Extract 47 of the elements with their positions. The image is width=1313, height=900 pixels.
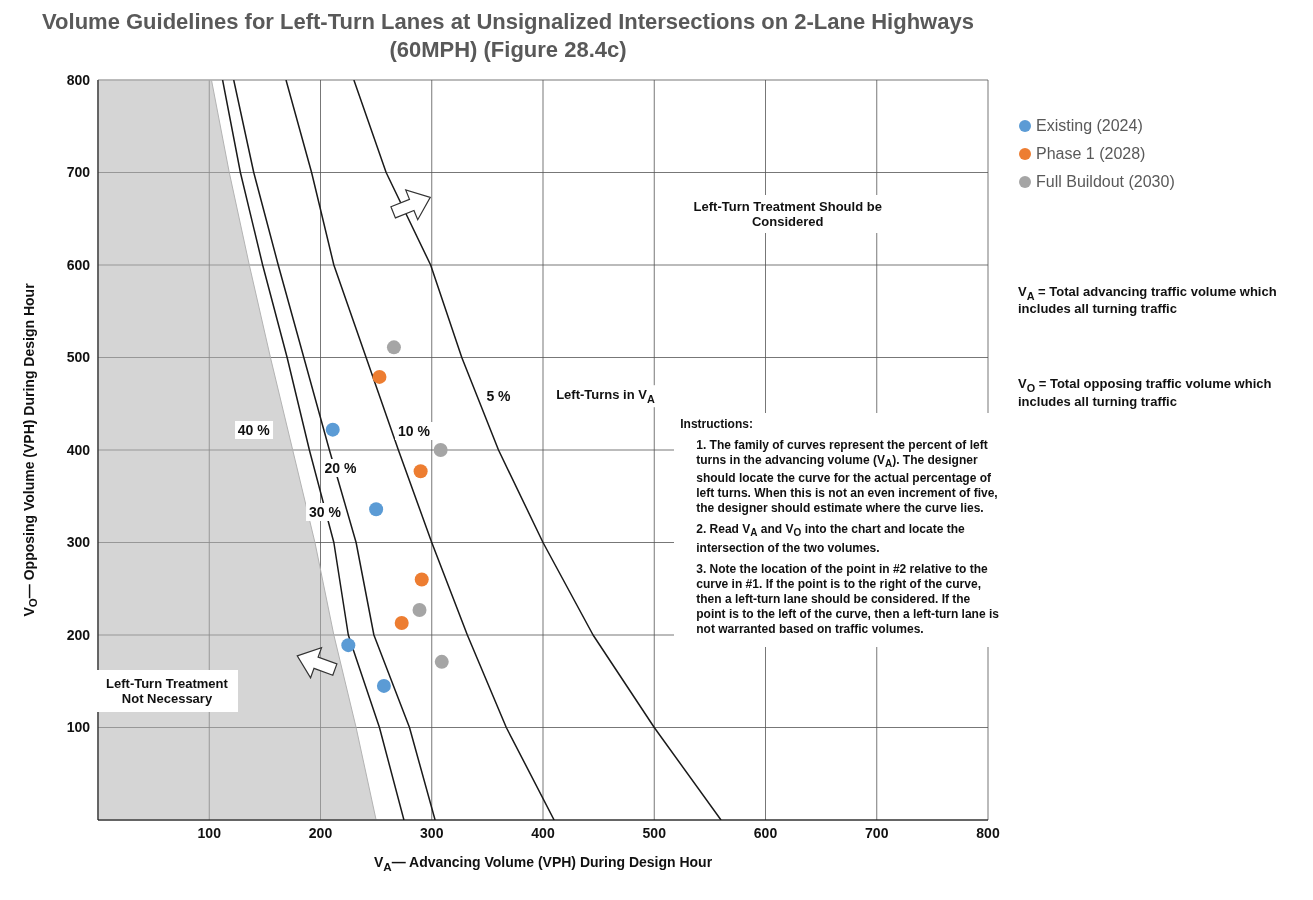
annotation: Instructions: (680, 417, 754, 432)
point (433, 443, 448, 457)
point (341, 638, 356, 653)
x-tick-label: 200 (308, 824, 333, 841)
annotation: Left-Turns in V$_{A}$ (554, 385, 657, 408)
y-tick-label: 700 (66, 164, 91, 181)
annotation: 2. Read V$_{A}$ and V$_{O}$ into the chart and locate the intersection of the two volumes. (696, 522, 966, 556)
legend-label: Phase 1 (2028) (1036, 145, 1146, 163)
point (376, 678, 391, 693)
text: V$_{A}$ = Total advancing traffic volume which includes all turning traffic (1018, 283, 1278, 317)
x-tick-label: 800 (976, 824, 1000, 841)
point (434, 654, 449, 669)
annotation: 5 % (483, 387, 514, 406)
y-tick-label: 800 (66, 71, 91, 88)
annotation: 3. Note the location of the point in #2 relative to the curve in #1. If the point is to the right of the curve, then a left-turn lane should be considered. If the point is to the left of the curve, then a left-turn lane is not warranted based on traffic volumes. (696, 561, 1000, 637)
x-tick-label: 600 (753, 824, 778, 841)
point (372, 369, 387, 384)
annotation: 30 % (305, 502, 344, 521)
y-tick-label: 600 (66, 256, 91, 273)
y-tick-label: 300 (66, 534, 91, 551)
annotation: 40 % (234, 420, 273, 439)
annotation: Left-Turn Treatment Should be Considered (683, 195, 892, 234)
point (369, 502, 384, 517)
x-axis-title: V$_{A}$— Advancing Volume (VPH) During Design Hour (373, 854, 713, 873)
point (386, 340, 401, 355)
y-tick-label: 200 (66, 626, 91, 643)
legend-label: Full Buildout (2030) (1036, 173, 1175, 191)
point (412, 603, 427, 618)
x-tick-label: 700 (865, 824, 889, 841)
point (325, 422, 340, 437)
legend-label: Existing (2024) (1036, 117, 1143, 135)
y-tick-label: 400 (66, 441, 91, 458)
annotation: 10 % (394, 421, 433, 440)
x-tick-label: 100 (197, 824, 222, 841)
point (394, 615, 409, 630)
x-tick-label: 400 (531, 824, 555, 841)
y-tick-label: 100 (66, 719, 91, 736)
chart-title: Volume Guidelines for Left-Turn Lanes at Unsignalized Intersections on 2-Lane Highways (60MPH) (Figure 28.4c) (41, 8, 975, 64)
annotation: 20 % (321, 458, 360, 477)
x-tick-label: 300 (420, 824, 444, 841)
annotation: Left-Turn Treatment Not Necessary (95, 669, 238, 712)
point (414, 572, 429, 587)
text: V$_{O}$ = Total opposing traffic volume which includes all turning traffic (1018, 376, 1273, 409)
x-tick-label: 500 (642, 824, 667, 841)
point (413, 464, 428, 479)
annotation: 1. The family of curves represent the percent of left turns in the advancing volume (V$_{A}$). The designer should locate the curve for the actual percentage of left turns. When this is not an even increment of five, the designer should estimate where the curve lies. (696, 438, 999, 517)
y-tick-label: 500 (66, 349, 91, 366)
